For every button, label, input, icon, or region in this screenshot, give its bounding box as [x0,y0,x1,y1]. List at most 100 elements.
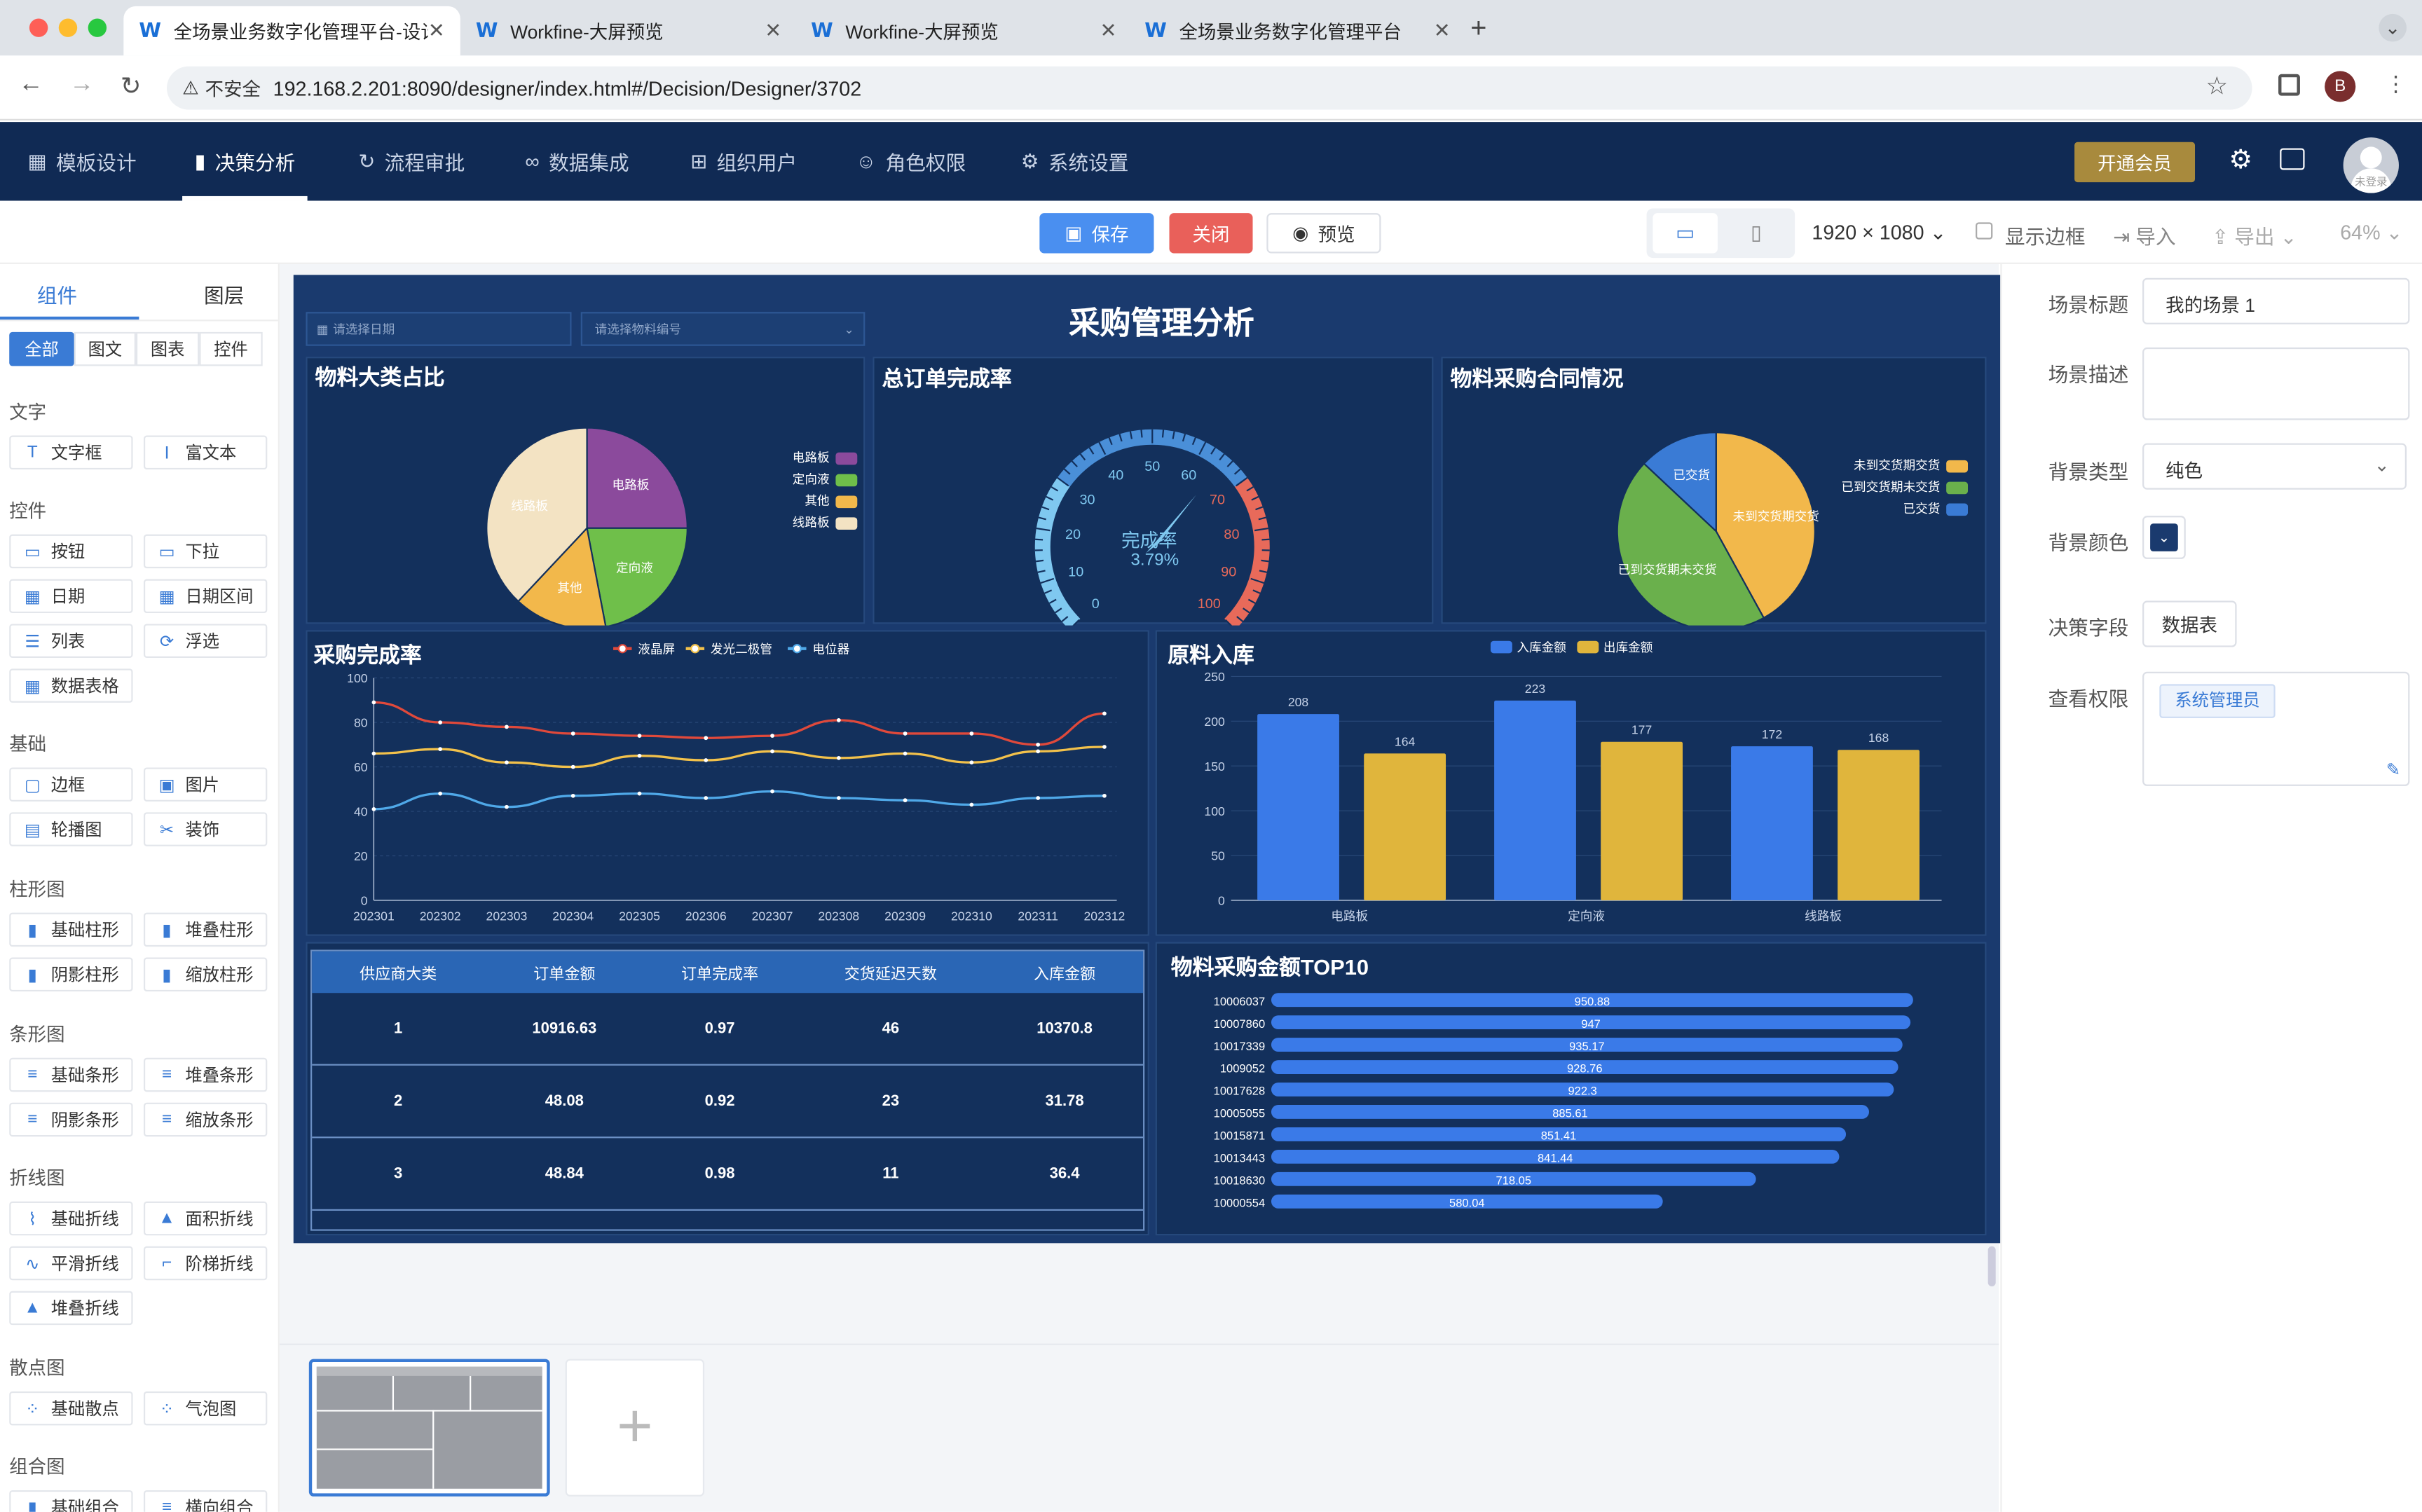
component-item[interactable]: ▢ 边框 [9,767,133,802]
pie-panel-material-category[interactable]: 物料大类占比 电路板 定向液 其他 线路板 电路板 定向液 其他 线路板 [306,357,866,626]
page-thumbnail[interactable] [308,1359,550,1497]
close-tab-icon[interactable]: ✕ [765,18,782,42]
decision-field-button[interactable]: 数据表 [2142,600,2237,647]
close-tab-icon[interactable]: ✕ [427,18,445,42]
gauge-panel-order-completion[interactable]: 总订单完成率 0 10 20 30 40 50 60 70 80 90 100 完成率 3.79% [873,357,1434,626]
component-item[interactable]: ⁘ 基础散点 [9,1391,133,1426]
component-item[interactable]: ▮ 阴影柱形 [9,957,133,992]
line-panel-purchase-completion[interactable]: 采购完成率 0 20 40 60 80 100 202301 202302 202303 2023… [306,630,1149,936]
component-item[interactable]: ▦ 日期 [9,579,133,614]
close-window-button[interactable] [29,18,48,37]
tab-search-icon[interactable]: ⌄ [2379,13,2407,42]
filter-graphic-text[interactable]: 图文 [74,331,136,366]
user-avatar[interactable]: 未登录 [2343,137,2399,193]
table-row[interactable]: 1 10916.63 0.97 46 10370.8 [312,993,1144,1066]
side-panel-icon[interactable] [2278,74,2300,96]
component-item[interactable]: ∿ 平滑折线 [9,1246,133,1281]
pie-panel-contract-status[interactable]: 物料采购合同情况 未到交货期交货 已到交货期未交货 已交货 未到交货期交货 已到交货期未… [1441,357,1987,626]
hbar-panel-top10[interactable]: 物料采购金额TOP10 10006037 950.88 10007860 947 100… [1155,942,1987,1236]
export-button[interactable]: ⇪ 导出 ⌄ [2212,225,2297,249]
component-item[interactable]: ⌇ 基础折线 [9,1201,133,1236]
maximize-window-button[interactable] [88,18,107,37]
settings-icon[interactable]: ⚙ [2229,145,2253,175]
browser-tab[interactable]: W 全场景业务数字化管理平台 ✕ [1129,6,1465,56]
browser-tab[interactable]: W 全场景业务数字化管理平台-设计 ✕ [123,6,460,56]
browser-tab[interactable]: W Workfine-大屏预览 ✕ [460,6,797,56]
component-item[interactable]: ☰ 列表 [9,624,133,658]
back-icon[interactable]: ← [18,71,43,97]
show-border-checkbox[interactable] [1976,222,1993,240]
component-item[interactable]: ▮ 基础组合 [9,1490,133,1512]
resolution-select[interactable]: 1920 × 1080 ⌄ [1812,221,1946,245]
component-item[interactable]: ≡ 阴影条形 [9,1102,133,1137]
save-button[interactable]: ▣ 保存 [1039,213,1154,254]
filter-controls[interactable]: 控件 [199,331,263,366]
menu-item-data-integration[interactable]: ∞ 数据集成 [525,122,629,200]
background-type-select[interactable]: 纯色 ⌄ [2142,443,2407,490]
component-item[interactable]: ⟳ 浮选 [143,624,268,658]
component-item[interactable]: ✂ 装饰 [143,812,268,846]
browser-tab[interactable]: W Workfine-大屏预览 ✕ [795,6,1132,56]
table-row[interactable]: 2 48.08 0.92 23 31.78 [312,1066,1144,1139]
table-row[interactable]: 3 48.84 0.98 11 36.4 [312,1138,1144,1211]
vip-button[interactable]: 开通会员 [2074,142,2196,183]
preview-button[interactable]: ◉ 预览 [1266,213,1381,254]
profile-avatar[interactable]: B [2325,71,2356,102]
new-tab-icon[interactable]: + [1470,12,1487,43]
menu-item-decision-analysis[interactable]: ▮ 决策分析 [182,122,308,201]
bar-panel-material-inbound[interactable]: 原料入库 0 50 100 150 200 250 208 164 电路板 223 177 定向液 17… [1155,630,1987,936]
scrollbar[interactable] [1987,1246,1996,1287]
menu-item-process-approval[interactable]: ↻ 流程审批 [358,122,465,200]
component-item[interactable]: ▮ 基础柱形 [9,912,133,947]
close-button[interactable]: 关闭 [1169,213,1253,254]
menu-item-template-design[interactable]: ▦ 模板设计 [28,122,137,200]
tab-components[interactable]: 组件 [36,284,78,308]
tab-layers[interactable]: 图层 [203,284,245,308]
component-item[interactable]: ⌐ 阶梯折线 [143,1246,268,1281]
close-tab-icon[interactable]: ✕ [1100,18,1117,42]
menu-item-system-settings[interactable]: ⚙ 系统设置 [1021,122,1129,200]
component-item[interactable]: T 文字框 [9,435,133,470]
background-color-picker[interactable]: ⌄ [2142,516,2186,559]
component-item[interactable]: ▲ 堆叠折线 [9,1291,133,1326]
date-picker[interactable]: ▦ 请选择日期 [306,312,572,346]
edit-icon[interactable]: ✎ [2386,761,2401,781]
import-button[interactable]: ⇥ 导入 [2113,221,2175,250]
url-field[interactable]: ⚠ 不安全 192.168.2.201:8090/designer/index.… [167,66,2252,110]
filter-all[interactable]: 全部 [9,331,74,366]
component-item[interactable]: ▮ 缩放柱形 [143,957,268,992]
monitor-icon[interactable] [2280,148,2305,170]
component-item[interactable]: ≡ 缩放条形 [143,1102,268,1137]
view-permission-box[interactable]: 系统管理员 ✎ [2142,671,2410,786]
component-item[interactable]: ≡ 基础条形 [9,1057,133,1092]
component-item[interactable]: ▲ 面积折线 [143,1201,268,1236]
menu-item-org-users[interactable]: ⊞ 组织用户 [690,122,797,200]
component-item[interactable]: ▦ 数据表格 [9,668,133,703]
component-item[interactable]: ≡ 横向组合 [143,1490,268,1512]
permission-tag[interactable]: 系统管理员 [2159,684,2276,718]
more-menu-icon[interactable]: ⋮ [2385,71,2407,96]
bookmark-star-icon[interactable]: ☆ [2205,74,2229,101]
component-item[interactable]: ⁘ 气泡图 [143,1391,268,1426]
zoom-select[interactable]: 64% ⌄ [2340,221,2403,245]
filter-charts[interactable]: 图表 [135,331,200,366]
component-item[interactable]: ≡ 堆叠条形 [143,1057,268,1092]
mobile-icon[interactable]: ▯ [1751,221,1762,245]
component-item[interactable]: ▭ 按钮 [9,534,133,569]
component-item[interactable]: ▮ 堆叠柱形 [143,912,268,947]
close-tab-icon[interactable]: ✕ [1433,18,1451,42]
component-item[interactable]: ▭ 下拉 [143,534,268,569]
component-item[interactable]: ▦ 日期区间 [143,579,268,614]
minimize-window-button[interactable] [58,18,78,37]
material-select[interactable]: 请选择物料编号 ⌄ [580,312,866,346]
table-panel-suppliers[interactable]: 供应商大类 订单金额 订单完成率 交货延迟天数 入库金额 1 10916.63 0.97 46 1… [306,942,1149,1236]
component-item[interactable]: Ⅰ 富文本 [143,435,268,470]
menu-item-role-permissions[interactable]: ☺ 角色权限 [856,122,966,200]
component-item[interactable]: ▤ 轮播图 [9,812,133,846]
forward-icon[interactable]: → [69,71,95,97]
scene-description-input[interactable] [2142,347,2410,420]
reload-icon[interactable]: ↻ [120,74,142,101]
component-item[interactable]: ▣ 图片 [143,767,268,802]
desktop-icon[interactable]: ▭ [1653,213,1718,254]
add-page-button[interactable]: + [565,1359,705,1497]
